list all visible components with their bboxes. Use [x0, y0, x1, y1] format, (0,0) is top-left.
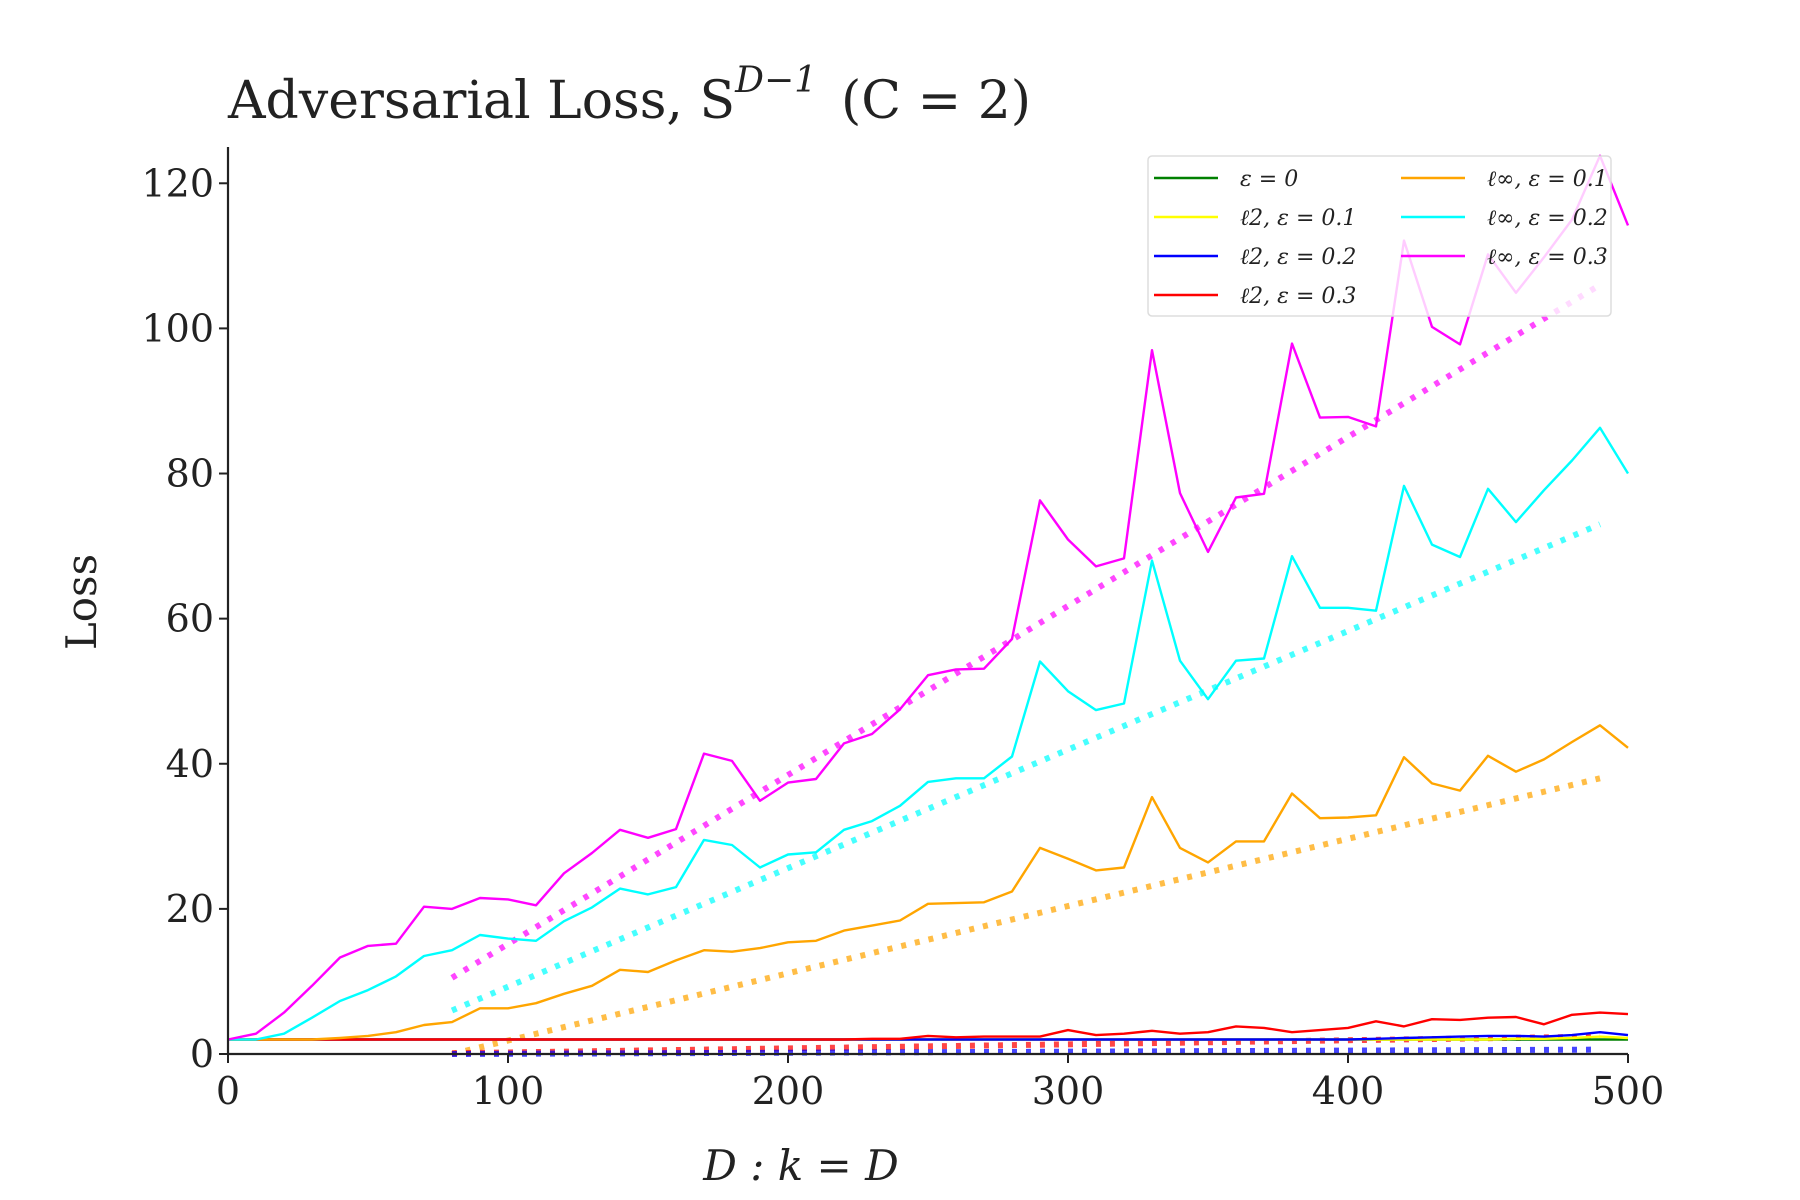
series-line	[228, 426, 1630, 1041]
x-tick-label: 300	[1032, 1069, 1105, 1113]
fit-line	[450, 521, 1602, 1014]
legend-label: ℓ∞, ε = 0.2	[1487, 206, 1608, 231]
series-line	[228, 724, 1629, 1041]
fit-line	[451, 775, 1601, 1057]
y-tick-label: 20	[166, 887, 214, 931]
legend-label: ℓ2, ε = 0.3	[1240, 284, 1356, 309]
fit-lines-layer	[450, 282, 1602, 1057]
series-layer	[227, 154, 1630, 1041]
x-tick-label: 0	[216, 1069, 240, 1113]
x-tick-label: 100	[472, 1069, 545, 1113]
x-tick-label: 500	[1592, 1069, 1665, 1113]
x-tick-label: 400	[1312, 1069, 1385, 1113]
y-tick-label: 40	[166, 742, 214, 786]
x-tick-label: 200	[752, 1069, 825, 1113]
x-axis-title: D : k = D	[702, 1141, 899, 1190]
legend: ε = 0 ℓ2, ε = 0.1 ℓ2, ε = 0.2 ℓ2, ε = 0.3 ℓ∞…	[1147, 155, 1612, 317]
chart-title: Adversarial Loss, SD−1 (C = 2)	[227, 60, 1031, 131]
axes-layer	[226, 147, 1628, 1056]
legend-label: ℓ∞, ε = 0.3	[1487, 245, 1608, 270]
ticks-layer: 0 100 200 300 400 500 0 20 40 60 80 100 120	[141, 161, 1664, 1113]
legend-label: ℓ2, ε = 0.2	[1240, 245, 1356, 270]
series-line	[228, 1011, 1629, 1041]
legend-label: ℓ2, ε = 0.1	[1240, 206, 1356, 231]
y-tick-label: 0	[190, 1032, 214, 1076]
chart-title-suffix: (C = 2)	[841, 71, 1031, 131]
legend-label: ℓ∞, ε = 0.1	[1487, 167, 1608, 192]
y-tick-label: 80	[166, 452, 214, 496]
fit-line	[451, 1046, 1601, 1057]
y-tick-label: 100	[141, 306, 214, 350]
chart-title-main: Adversarial Loss, S	[227, 71, 735, 131]
y-axis-title: Loss	[57, 554, 106, 650]
legend-box	[1147, 155, 1612, 317]
y-tick-label: 60	[166, 597, 214, 641]
legend-label: ε = 0	[1240, 167, 1298, 192]
y-tick-label: 120	[141, 161, 214, 205]
chart-title-superscript: D−1	[734, 60, 817, 101]
svg-text:Adversarial Loss, SD−1(C = 2): Adversarial Loss, SD−1 (C = 2)	[227, 60, 1031, 131]
fit-line	[450, 282, 1602, 981]
